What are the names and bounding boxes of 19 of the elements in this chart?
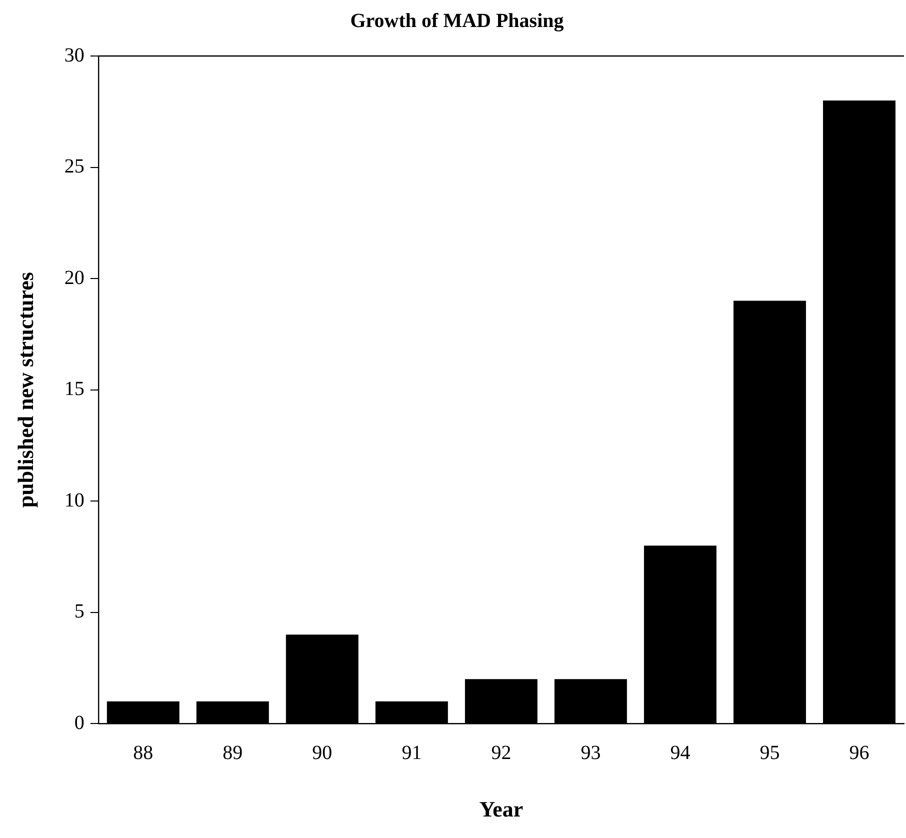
- x-tick-label: 91: [402, 742, 422, 764]
- x-tick-label: 89: [222, 742, 243, 764]
- y-axis-title: published new structures: [12, 272, 38, 508]
- y-tick-label: 10: [64, 489, 84, 512]
- x-tick-label: 94: [670, 742, 690, 764]
- x-tick-label: 88: [133, 742, 154, 764]
- x-tick-label: 93: [580, 742, 601, 764]
- x-axis-title: Year: [479, 796, 524, 822]
- x-tick-label: 92: [491, 742, 512, 764]
- x-tick-label: 95: [760, 742, 780, 764]
- y-tick-label: 0: [74, 712, 84, 734]
- y-tick-label: 5: [74, 600, 84, 623]
- x-tick-label: 96: [849, 742, 870, 764]
- y-tick-label: 30: [64, 44, 84, 66]
- x-tick-label: 90: [312, 742, 332, 764]
- y-tick-label: 25: [64, 156, 84, 178]
- y-tick-label: 15: [64, 378, 84, 400]
- y-tick-label: 20: [64, 266, 84, 289]
- chart-title: Growth of MAD Phasing: [350, 10, 564, 32]
